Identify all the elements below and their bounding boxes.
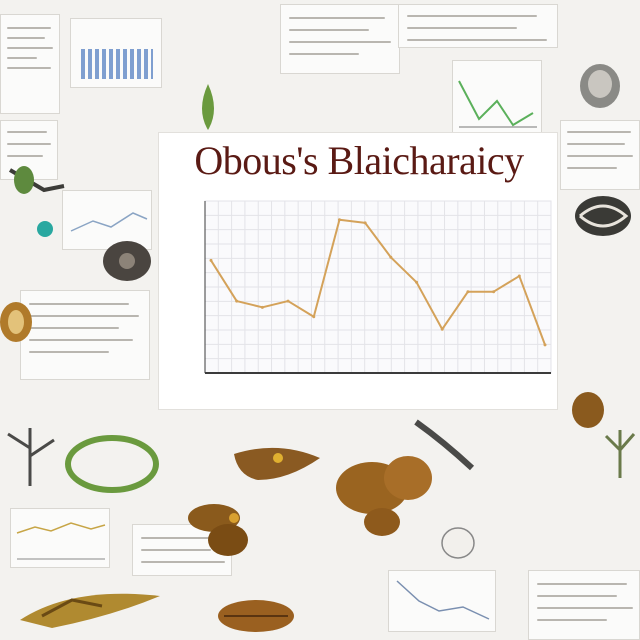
data-point — [337, 218, 341, 222]
data-point — [543, 343, 547, 347]
thumbnail-chart-panel — [10, 508, 110, 568]
thumbnail-chart-panel — [70, 18, 162, 88]
thumbnail-bars — [81, 49, 153, 79]
thumbnail-text-panel — [0, 14, 60, 114]
data-point — [440, 327, 444, 331]
data-point — [312, 315, 316, 319]
seed-icon — [234, 447, 320, 480]
seed-icon — [37, 221, 53, 237]
data-point — [286, 299, 290, 303]
thumbnail-text-panel — [560, 120, 640, 190]
data-point — [363, 221, 367, 225]
data-point — [389, 255, 393, 259]
thumbnail-chart-panel — [388, 570, 496, 632]
shell-icon — [441, 527, 475, 559]
thumbnail-chart-panel — [62, 190, 152, 250]
leaf-icon — [65, 435, 159, 493]
series-line — [210, 218, 546, 346]
plant-icon — [7, 428, 55, 486]
thumbnail-line-panel — [452, 60, 542, 134]
data-point — [260, 305, 264, 309]
thumbnail-text-panel — [20, 290, 150, 380]
chart-title: Obous's Blaicharaicy — [194, 138, 524, 183]
data-point — [235, 299, 239, 303]
shell-icon — [103, 241, 151, 281]
insect-icon — [8, 166, 65, 194]
thumbnail-line-icon — [458, 80, 537, 128]
line-chart — [204, 200, 552, 374]
plant-icon — [604, 430, 636, 478]
insect-icon — [20, 593, 160, 628]
shell-icon — [575, 196, 631, 236]
thumbnail-text-panel — [528, 570, 640, 640]
plant-icon — [202, 84, 214, 130]
thumbnail-line-icon — [70, 212, 148, 232]
data-point — [517, 274, 521, 278]
data-point — [415, 280, 419, 284]
beetle-icon — [580, 64, 620, 108]
thumbnail-line-icon — [396, 580, 490, 620]
data-point — [492, 290, 496, 294]
data-point — [209, 258, 213, 262]
plant-icon — [414, 419, 475, 471]
insect-icon — [218, 600, 294, 632]
seed-icon — [188, 504, 248, 556]
seed-icon — [336, 456, 432, 536]
thumbnail-text-panel — [398, 4, 558, 48]
data-point — [466, 290, 470, 294]
main-chart-panel: Obous's Blaicharaicy — [158, 132, 558, 410]
seed-icon — [0, 302, 32, 342]
thumbnail-line-icon — [16, 522, 106, 560]
thumbnail-text-panel — [280, 4, 400, 74]
seed-icon — [572, 392, 604, 428]
